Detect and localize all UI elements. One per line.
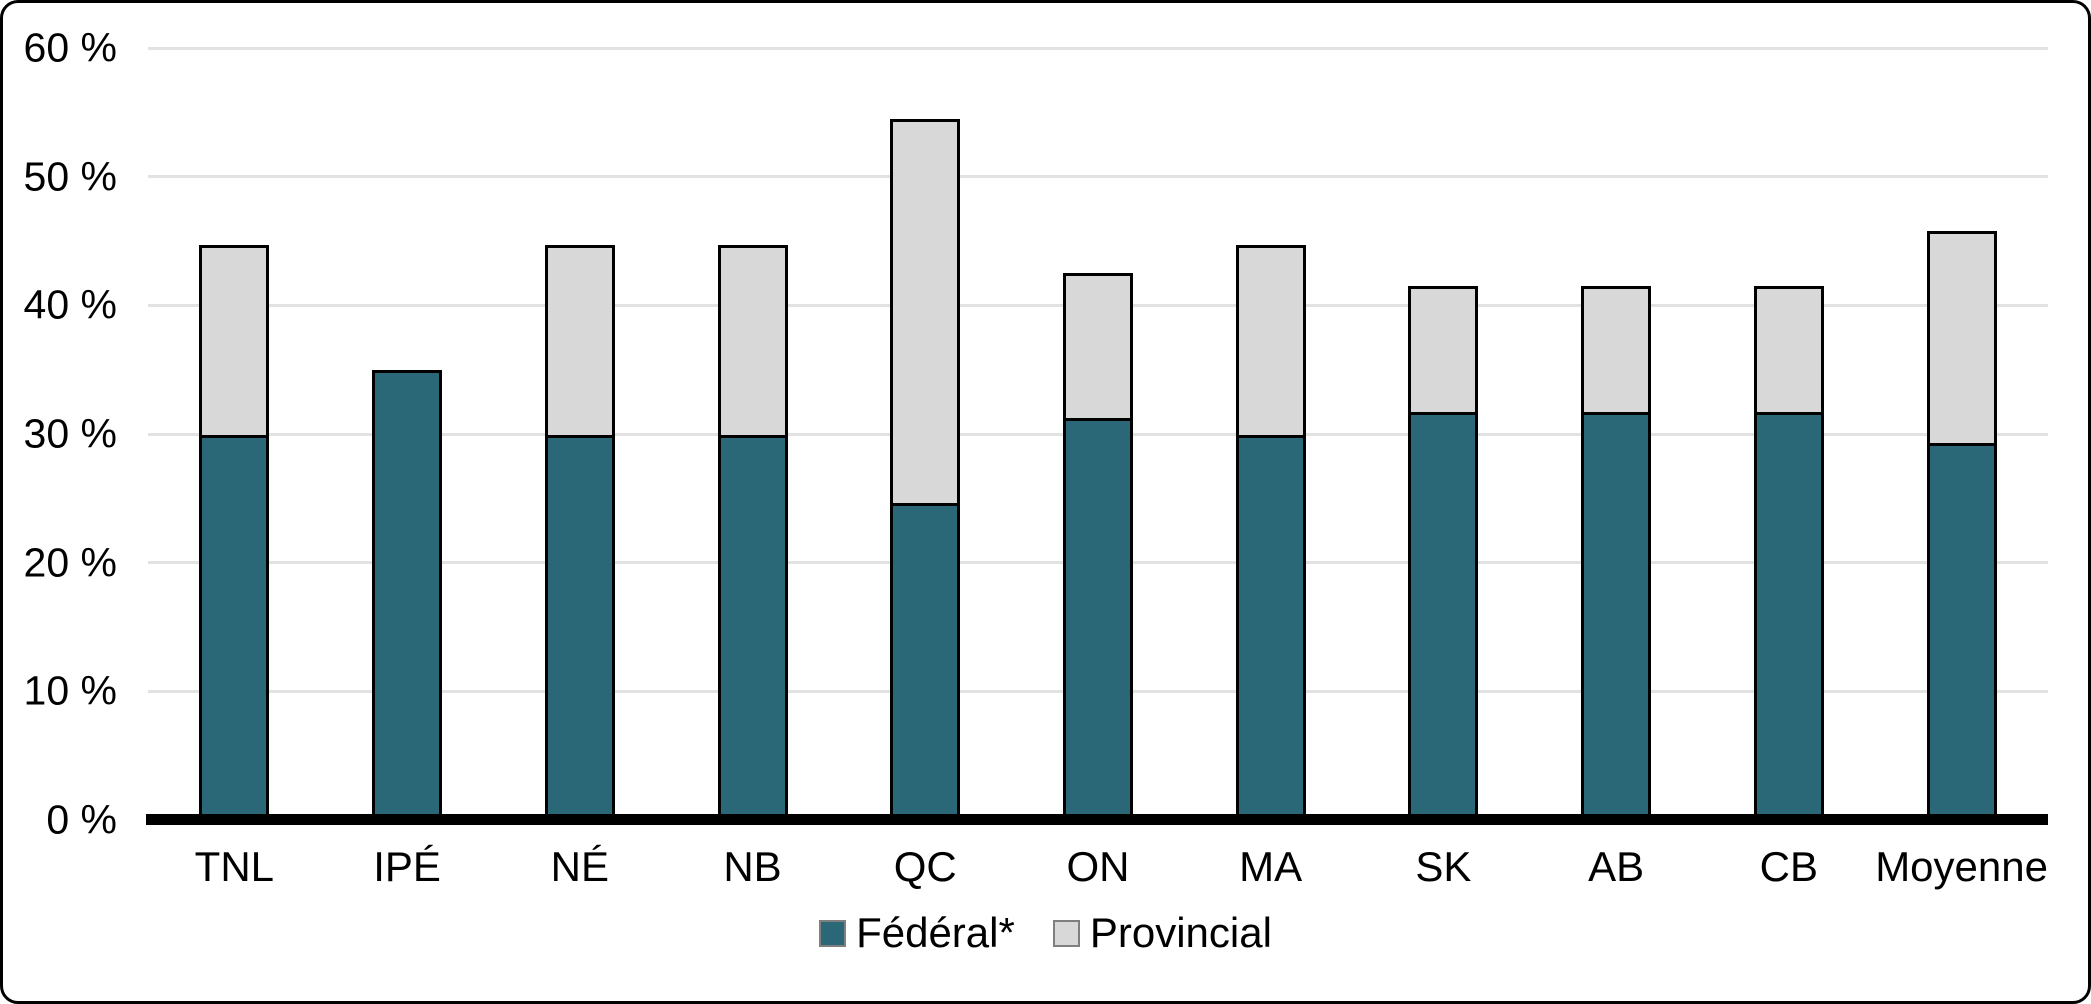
bar-segment-provincial-NB xyxy=(720,247,785,438)
bar-QC xyxy=(890,118,961,820)
bar-slot-MA xyxy=(1184,48,1357,820)
bar-slot-QC xyxy=(839,48,1012,820)
bar-segment-provincial-AB xyxy=(1584,289,1649,415)
bar-slot-CB xyxy=(1703,48,1876,820)
x-label-ON: ON xyxy=(1066,843,1130,890)
x-axis-line xyxy=(146,814,2048,825)
bar-segment-provincial-NÉ xyxy=(547,247,612,438)
x-label-TNL: TNL xyxy=(194,843,275,890)
bar-slot-AB xyxy=(1530,48,1703,820)
y-tick-label-0: 0 % xyxy=(46,796,117,843)
bar-NÉ xyxy=(544,244,615,820)
bar-slot-SK xyxy=(1357,48,1530,820)
y-tick-label-40: 40 % xyxy=(23,281,117,328)
bar-MA xyxy=(1235,244,1306,820)
y-axis: 60 % 50 % 40 % 30 % 20 % 10 % 0 % xyxy=(3,25,125,843)
x-label-CB: CB xyxy=(1759,843,1818,890)
y-tick-label-60: 60 % xyxy=(23,24,117,71)
bar-segment-provincial-Moyenne xyxy=(1929,233,1994,446)
y-tick-label-10: 10 % xyxy=(23,667,117,714)
bar-segment-provincial-CB xyxy=(1756,289,1821,415)
bar-slot-Moyenne xyxy=(1875,48,2048,820)
x-label-SK: SK xyxy=(1415,843,1472,890)
x-label-QC: QC xyxy=(893,843,957,890)
y-tick-label-30: 30 % xyxy=(23,410,117,457)
legend-item-federal: Fédéral* xyxy=(819,909,1015,957)
x-label-NÉ: NÉ xyxy=(550,843,609,890)
legend-item-provincial: Provincial xyxy=(1052,909,1272,957)
federal-swatch-icon xyxy=(819,919,847,947)
plot-area xyxy=(146,46,2048,825)
bar-Moyenne xyxy=(1926,230,1997,820)
x-label-AB: AB xyxy=(1588,843,1645,890)
bar-segment-provincial-QC xyxy=(893,121,958,507)
y-tick-label-20: 20 % xyxy=(23,539,117,586)
x-label-MA: MA xyxy=(1239,843,1303,890)
legend: Fédéral* Provincial xyxy=(3,909,2088,957)
gridline-60 xyxy=(148,46,2048,50)
x-axis-labels: TNL IPÉ NÉ NB QC ON MA SK AB CB Moyenne xyxy=(148,843,2048,891)
x-label-NB: NB xyxy=(723,843,782,890)
bar-CB xyxy=(1753,286,1824,820)
bar-slot-ON xyxy=(1012,48,1185,820)
bar-slot-NÉ xyxy=(493,48,666,820)
bar-AB xyxy=(1581,286,1652,820)
legend-label-federal: Fédéral* xyxy=(856,909,1015,956)
bar-ON xyxy=(1062,273,1133,820)
bar-slot-IPÉ xyxy=(321,48,494,820)
bar-SK xyxy=(1408,286,1479,820)
bar-slot-NB xyxy=(666,48,839,820)
legend-label-provincial: Provincial xyxy=(1089,909,1272,956)
x-label-IPÉ: IPÉ xyxy=(373,843,441,890)
bar-segment-provincial-MA xyxy=(1238,247,1303,438)
bar-TNL xyxy=(199,244,270,820)
gridline-50 xyxy=(148,175,2048,179)
bar-segment-provincial-ON xyxy=(1065,276,1130,422)
bar-IPÉ xyxy=(372,369,443,820)
bar-NB xyxy=(717,244,788,820)
y-tick-label-50: 50 % xyxy=(23,153,117,200)
bar-segment-provincial-TNL xyxy=(202,247,267,438)
provincial-swatch-icon xyxy=(1052,919,1080,947)
x-label-Moyenne: Moyenne xyxy=(1875,843,2048,890)
bar-segment-provincial-SK xyxy=(1411,289,1476,415)
bar-slot-TNL xyxy=(148,48,321,820)
